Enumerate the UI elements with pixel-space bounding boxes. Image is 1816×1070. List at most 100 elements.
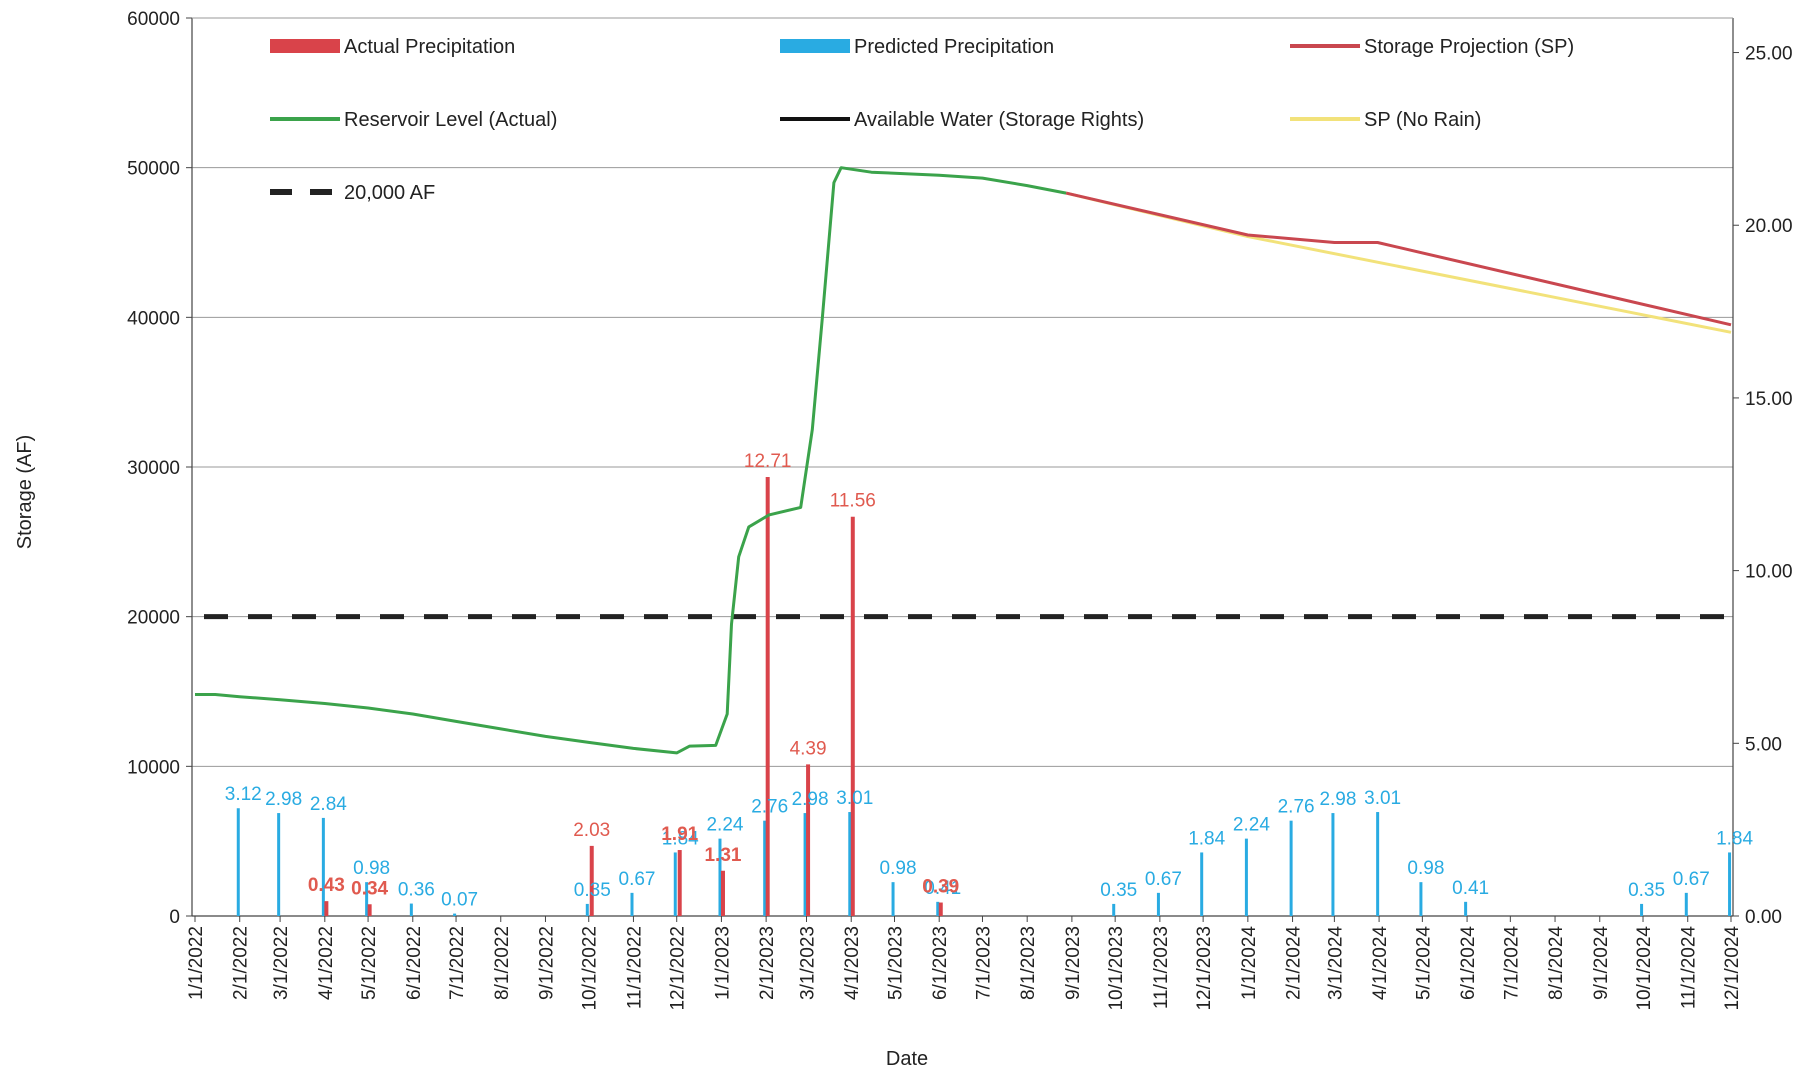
predicted-precip-bar (1331, 813, 1335, 916)
predicted-precip-bar (803, 813, 807, 916)
y-left-tick-label: 50000 (127, 159, 180, 180)
actual-precip-bar (806, 764, 811, 916)
x-tick-label: 10/1/2022 (580, 926, 601, 1011)
legend-label-actual-precipitation: Actual Precipitation (344, 36, 515, 58)
predicted-precip-label: 0.35 (574, 880, 611, 901)
legend-label-available-water-storage-rights: Available Water (Storage Rights) (854, 109, 1144, 131)
predicted-precip-bar (365, 882, 369, 916)
legend-label-sp-no-rain: SP (No Rain) (1364, 109, 1481, 131)
x-tick-label: 6/1/2023 (930, 926, 951, 1000)
y-right-tick-label: 0.00 (1745, 907, 1782, 928)
x-tick-label: 6/1/2022 (404, 926, 425, 1000)
x-tick-label: 7/1/2023 (973, 926, 994, 1000)
predicted-precip-bar (848, 812, 852, 916)
y-left-tick-label: 0 (169, 907, 180, 928)
x-tick-label: 10/1/2023 (1106, 926, 1127, 1011)
actual-precip-bar (938, 902, 943, 916)
predicted-precip-bar (630, 892, 634, 916)
predicted-precip-label: 0.67 (1673, 869, 1710, 890)
predicted-precip-bar (718, 838, 722, 916)
predicted-precip-bar (1684, 892, 1688, 916)
predicted-precip-bar (891, 882, 895, 916)
predicted-precip-label: 0.35 (1628, 880, 1665, 901)
legend-swatch-predicted-precipitation (780, 39, 850, 53)
predicted-precip-label: 1.84 (1188, 828, 1225, 849)
actual-precip-label: 12.71 (744, 451, 792, 472)
predicted-precip-label: 0.07 (441, 890, 478, 911)
x-tick-label: 11/1/2024 (1679, 926, 1700, 1010)
legend-label-20-000-af: 20,000 AF (344, 182, 435, 204)
predicted-precip-label: 0.67 (1145, 869, 1182, 890)
x-tick-label: 8/1/2022 (492, 926, 513, 1000)
actual-precip-label: 1.31 (704, 845, 741, 866)
axes (186, 17, 1739, 922)
actual-precip-label: 4.39 (790, 738, 827, 759)
x-tick-label: 3/1/2024 (1325, 926, 1346, 1000)
x-tick-label: 10/1/2024 (1634, 926, 1655, 1011)
x-tick-label: 1/1/2024 (1239, 926, 1260, 1000)
predicted-precip-label: 2.98 (265, 789, 302, 810)
legend-label-predicted-precipitation: Predicted Precipitation (854, 36, 1054, 58)
y-left-tick-label: 20000 (127, 608, 180, 629)
x-tick-label: 11/1/2022 (624, 926, 645, 1009)
predicted-precip-label: 2.98 (792, 789, 829, 810)
predicted-precip-bar (277, 813, 281, 916)
x-tick-label: 4/1/2024 (1370, 926, 1391, 1000)
predicted-precip-label: 1.84 (662, 828, 699, 849)
x-tick-label: 1/1/2022 (186, 926, 207, 1000)
x-tick-label: 9/1/2023 (1063, 926, 1084, 1000)
legend-label-reservoir-level-actual: Reservoir Level (Actual) (344, 109, 557, 131)
x-tick-label: 7/1/2022 (447, 926, 468, 1000)
predicted-precip-bar (1289, 820, 1293, 916)
predicted-precip-bar (1419, 882, 1423, 916)
actual-precip-bar (677, 850, 682, 916)
predicted-precip-label: 2.76 (751, 797, 788, 818)
y-right-tick-label: 25.00 (1745, 44, 1793, 65)
series-line-reservoir-level-actual (195, 166, 1067, 755)
actual-precip-label: 0.34 (351, 878, 388, 899)
predicted-precip-bar (1464, 901, 1468, 916)
predicted-precip-bar (1640, 903, 1644, 916)
predicted-precip-label: 0.35 (1100, 880, 1137, 901)
predicted-precip-bar (321, 817, 325, 916)
predicted-precip-bar (673, 852, 677, 916)
predicted-precip-bar (236, 808, 240, 916)
predicted-precip-bar (936, 901, 940, 916)
predicted-precip-bar (1244, 838, 1248, 916)
predicted-precip-bar (585, 903, 589, 916)
x-tick-label: 7/1/2024 (1501, 926, 1522, 1000)
predicted-precip-label: 3.01 (836, 788, 873, 809)
predicted-precip-label: 0.67 (619, 869, 656, 890)
actual-precip-bar (720, 870, 725, 916)
x-tick-label: 12/1/2023 (1194, 926, 1215, 1011)
predicted-precip-label: 2.98 (1319, 789, 1356, 810)
predicted-precip-bar (763, 820, 767, 916)
predicted-precip-label: 0.98 (880, 858, 917, 879)
actual-precip-label: 0.43 (308, 875, 345, 896)
y-left-tick-label: 40000 (127, 308, 180, 329)
tick-labels: 0 10000 20000 30000 40000 50000 60000 0.00 5.00 1… (127, 9, 1792, 1011)
x-tick-label: 1/1/2023 (712, 926, 733, 1000)
series-lines (195, 166, 1732, 755)
predicted-precip-bar (1200, 852, 1204, 916)
y-left-tick-label: 60000 (127, 9, 180, 30)
x-tick-label: 9/1/2022 (536, 926, 557, 1000)
predicted-precip-bar (1156, 892, 1160, 916)
x-tick-label: 9/1/2024 (1591, 926, 1612, 1000)
x-tick-label: 3/1/2022 (271, 926, 292, 1000)
actual-precip-bar (589, 845, 594, 916)
predicted-precip-label: 3.12 (225, 784, 262, 805)
predicted-precip-label: 3.01 (1364, 788, 1401, 809)
predicted-precip-bar (1728, 852, 1732, 916)
x-tick-label: 12/1/2024 (1722, 926, 1743, 1011)
y-left-tick-label: 10000 (127, 757, 180, 778)
actual-precip-label: 2.03 (573, 820, 610, 841)
x-tick-label: 8/1/2024 (1546, 926, 1567, 1000)
actual-precip-bar (367, 904, 372, 916)
predicted-precip-bar (1112, 903, 1116, 916)
predicted-precip-bar (409, 903, 413, 916)
predicted-precip-label: 0.36 (398, 880, 435, 901)
actual-precip-label: 1.91 (661, 824, 698, 845)
actual-precip-label: 11.56 (830, 491, 876, 512)
